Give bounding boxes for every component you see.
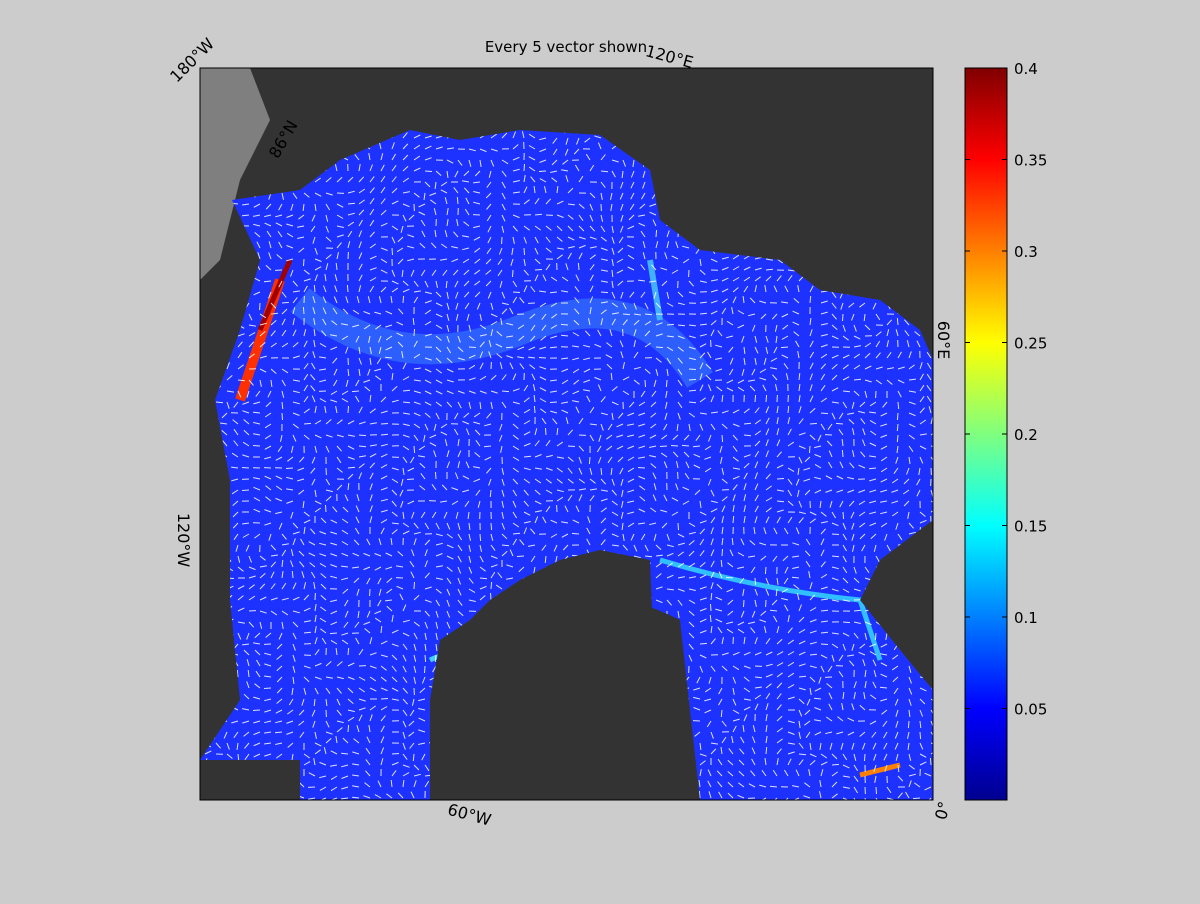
colorbar-tick-label: 0.15: [1014, 518, 1047, 536]
land-shadow: [200, 68, 270, 280]
title: Every 5 vector shown: [485, 38, 647, 56]
colorbar: [964, 67, 1008, 801]
map: [200, 68, 933, 800]
lon-label: 120°W: [174, 513, 193, 568]
colorbar-tick-label: 0.4: [1014, 60, 1038, 78]
colorbar-tick-label: 0.05: [1014, 701, 1047, 719]
colorbar-tick-label: 0.3: [1014, 243, 1038, 261]
colorbar-tick-label: 0.35: [1014, 152, 1047, 170]
lon-label: 60°E: [934, 321, 953, 359]
map-frame: [199, 67, 934, 801]
colorbar-tick-label: 0.2: [1014, 426, 1038, 444]
colorbar-tick-label: 0.25: [1014, 335, 1047, 353]
lon-label: 60°W: [446, 800, 494, 830]
lon-label: 0°: [931, 799, 954, 821]
colorbar-ticks: 0.05 0.1 0.15 0.2 0.25 0.3 0.35 0.4: [965, 60, 1047, 719]
colorbar-tick-label: 0.1: [1014, 609, 1038, 627]
greenland: [480, 594, 700, 800]
